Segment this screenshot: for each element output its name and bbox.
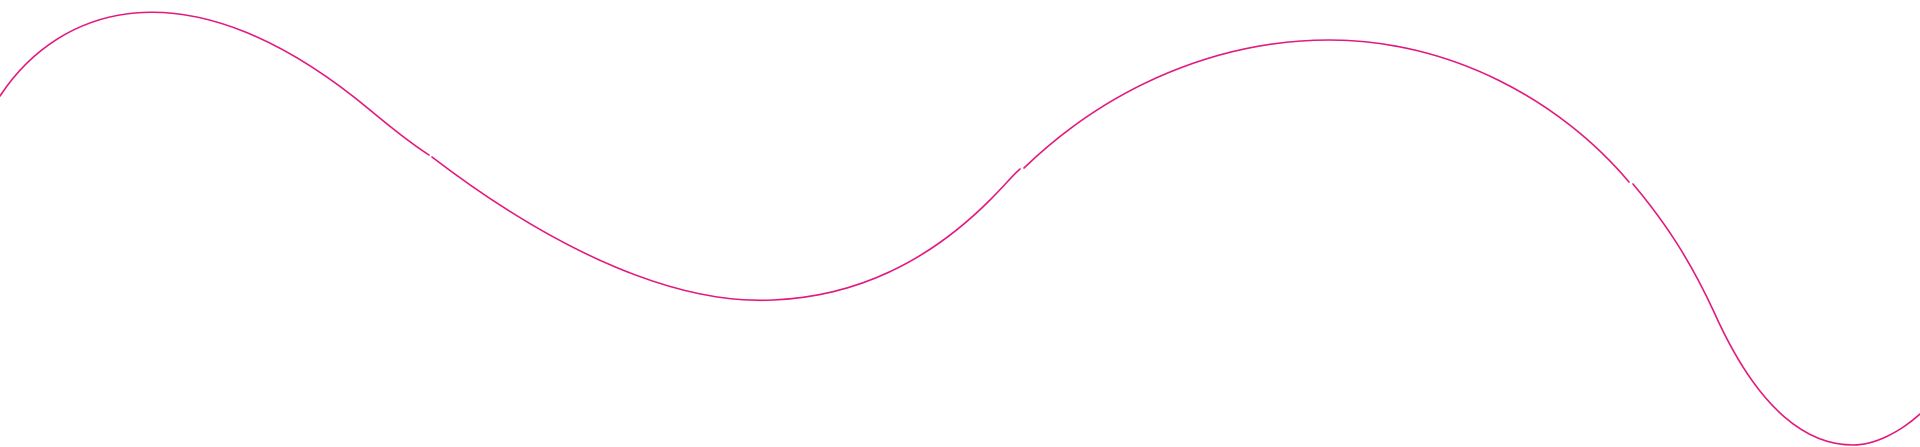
wave-segment <box>0 11 430 156</box>
wave-segment <box>431 156 1021 302</box>
wave-segment <box>1023 39 1630 183</box>
wave-segment <box>1632 183 1920 446</box>
